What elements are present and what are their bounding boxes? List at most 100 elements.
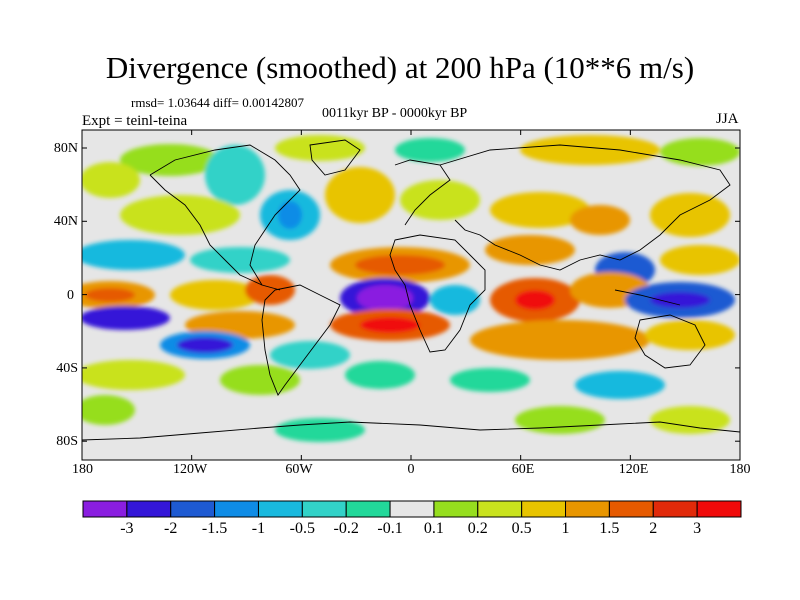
colorbar-swatch xyxy=(301,500,347,518)
contour-region xyxy=(270,341,350,369)
contour-region xyxy=(220,365,300,395)
contour-region xyxy=(575,371,665,399)
colorbar-label: 1.5 xyxy=(599,520,620,537)
contour-region xyxy=(660,138,740,166)
contour-region xyxy=(360,317,420,333)
y-tick-label: 0 xyxy=(67,288,74,303)
coastline-australia xyxy=(634,314,706,369)
y-tick-label: 80S xyxy=(56,434,78,449)
colorbar-swatch xyxy=(257,500,303,518)
colorbar-label: -1.5 xyxy=(201,520,228,537)
contour-region xyxy=(278,201,302,229)
contour-region xyxy=(120,195,240,235)
stats-text: rmsd= 1.03644 diff= 0.00142807 xyxy=(131,95,304,110)
colorbar-label: 0.5 xyxy=(511,520,532,537)
colorbar xyxy=(82,500,742,518)
contour-region xyxy=(275,135,365,161)
x-tick-label: 60E xyxy=(511,462,535,477)
coastline-north-america xyxy=(149,144,301,291)
y-tick-label: 80N xyxy=(53,141,78,156)
colorbar-swatch xyxy=(170,500,216,518)
coastline-europe xyxy=(394,159,451,226)
contour-region xyxy=(82,306,170,330)
contour-region xyxy=(357,285,413,311)
contour-region xyxy=(470,320,650,360)
contour-region xyxy=(515,290,555,310)
contour-region xyxy=(85,288,135,302)
contour-region xyxy=(645,320,735,350)
coastline-south-america xyxy=(261,284,341,396)
contour-region xyxy=(570,205,630,235)
coastline-indonesia xyxy=(614,289,681,306)
colorbar-swatch xyxy=(521,500,567,518)
contour-region xyxy=(450,368,530,392)
contour-region xyxy=(205,145,265,205)
colorbar-label: 0.1 xyxy=(423,520,444,537)
contour-region xyxy=(650,193,730,237)
contour-region xyxy=(82,162,140,198)
contour-region xyxy=(660,245,740,275)
contour-region xyxy=(650,406,730,434)
contour-region xyxy=(275,418,365,442)
colorbar-label: 1 xyxy=(561,520,570,537)
contour-region xyxy=(395,138,465,162)
x-tick-label: 180 xyxy=(729,462,751,477)
colorbar-label: -0.2 xyxy=(333,520,359,537)
colorbar-swatch xyxy=(126,500,172,518)
contour-region xyxy=(400,180,480,220)
x-tick-label: 180 xyxy=(72,462,93,477)
colorbar-swatch xyxy=(608,500,654,518)
colorbar-swatch xyxy=(652,500,698,518)
contour-region xyxy=(82,395,135,425)
colorbar-label: -3 xyxy=(120,520,134,537)
coastlines xyxy=(82,139,740,441)
coastline-antarctica xyxy=(82,421,740,441)
coastline-asia xyxy=(439,144,731,271)
colorbar-label: -0.5 xyxy=(289,520,315,537)
colorbar-label: -0.1 xyxy=(377,520,403,537)
contour-region xyxy=(650,292,710,308)
x-tick-label: 0 xyxy=(407,462,415,477)
colorbar-label: -1 xyxy=(251,520,266,537)
colorbar-swatch xyxy=(214,500,259,518)
coastline-north-america-west xyxy=(149,174,263,286)
colorbar-label: 2 xyxy=(649,520,658,537)
colorbar-swatch xyxy=(389,500,435,518)
period-text: 0011kyr BP - 0000kyr BP xyxy=(322,106,468,121)
contour-region xyxy=(325,167,395,223)
colorbar-swatch xyxy=(433,500,479,518)
contour-region xyxy=(490,192,590,228)
colorbar-swatch xyxy=(565,500,610,518)
contour-region xyxy=(120,144,220,176)
colorbar-swatch xyxy=(82,500,128,518)
tick-marks xyxy=(81,130,741,460)
y-tick-label: 40S xyxy=(56,361,78,376)
contour-region xyxy=(355,255,445,275)
contour-region xyxy=(82,360,185,390)
contour-region xyxy=(485,235,575,265)
x-tick-label: 60W xyxy=(285,462,313,477)
coastline-africa xyxy=(389,234,486,353)
contour-region xyxy=(515,406,605,434)
contour-region xyxy=(177,337,233,353)
contour-region xyxy=(190,247,290,273)
colorbar-swatch xyxy=(345,500,391,518)
x-tick-label: 120E xyxy=(618,462,649,477)
contour-fill-layer xyxy=(82,135,740,442)
plot-title: Divergence (smoothed) at 200 hPa (10**6 … xyxy=(105,50,695,85)
contour-region xyxy=(345,361,415,389)
colorbar-label: 0.2 xyxy=(467,520,488,537)
x-tick-label: 120W xyxy=(173,462,208,477)
colorbar-swatch xyxy=(696,500,742,518)
contour-region xyxy=(170,280,260,310)
y-tick-label: 40N xyxy=(53,214,78,229)
coastline-greenland xyxy=(309,139,361,176)
contour-region xyxy=(430,285,480,315)
colorbar-swatch xyxy=(477,500,523,518)
contour-region xyxy=(245,275,295,305)
colorbar-label: -2 xyxy=(164,520,178,537)
season-label: JJA xyxy=(716,111,739,127)
colorbar-label: 3 xyxy=(693,520,702,537)
experiment-label: Expt = teinl-teina xyxy=(82,113,188,129)
